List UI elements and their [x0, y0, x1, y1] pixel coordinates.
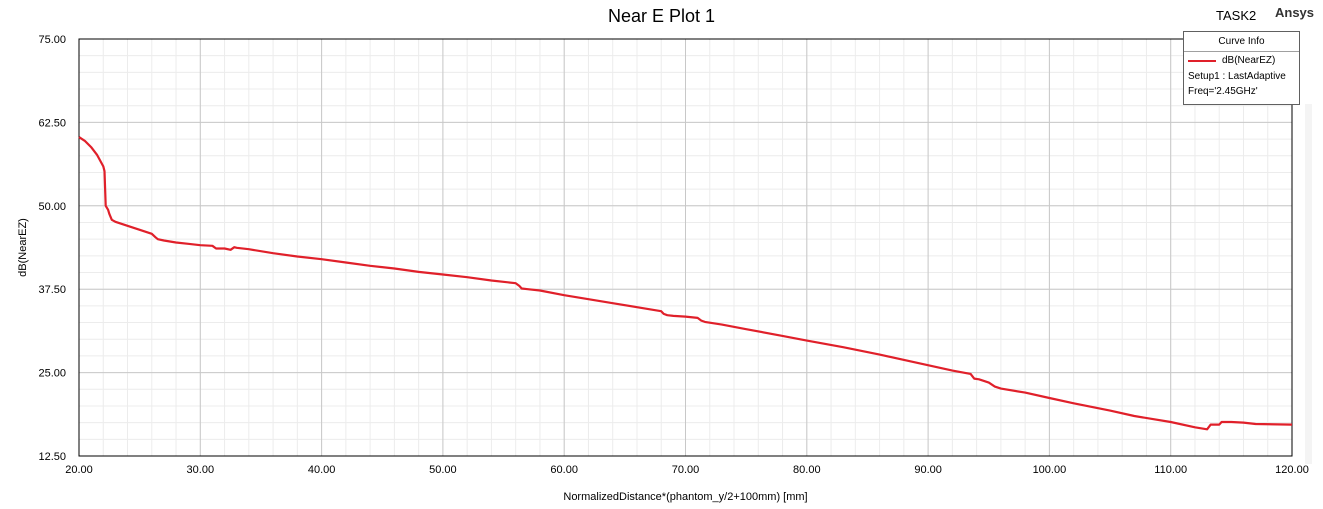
legend-swatch	[1188, 60, 1216, 62]
project-name: TASK2	[1216, 8, 1257, 23]
y-tick-label: 75.00	[38, 34, 66, 46]
y-tick-label: 37.50	[38, 284, 66, 296]
y-axis-ticks: 12.50 25.00 37.50 50.00 62.50 75.00	[38, 34, 66, 463]
legend[interactable]: Curve Info dB(NearEZ) Setup1 : LastAdapt…	[1183, 31, 1300, 105]
x-tick-label: 80.00	[793, 464, 821, 476]
legend-title: Curve Info	[1184, 32, 1299, 52]
x-tick-label: 40.00	[308, 464, 336, 476]
x-tick-label: 20.00	[65, 464, 93, 476]
x-tick-label: 90.00	[914, 464, 942, 476]
major-grid	[78, 38, 1293, 457]
x-tick-label: 120.00	[1275, 464, 1309, 476]
chart-title: Near E Plot 1	[607, 6, 716, 26]
x-tick-label: 50.00	[429, 464, 457, 476]
y-tick-label: 25.00	[38, 368, 66, 380]
series-line-dB-NearEZ[interactable]	[78, 136, 1293, 431]
series-layer	[78, 136, 1293, 431]
legend-series-name: dB(NearEZ)	[1222, 55, 1276, 66]
legend-setup-text: Setup1 : LastAdaptive	[1188, 71, 1286, 82]
brand-logo-text: Ansys	[1275, 5, 1315, 20]
x-axis-ticks: 20.00 30.00 40.00 50.00 60.00 70.00 80.00 90.00…	[65, 464, 1309, 476]
legend-entry[interactable]: dB(NearEZ)	[1184, 52, 1299, 69]
y-axis-label: dB(NearEZ)	[17, 218, 29, 277]
x-axis-label: NormalizedDistance*(phantom_y/2+100mm) […	[563, 491, 807, 503]
x-tick-label: 30.00	[187, 464, 215, 476]
x-tick-label: 100.00	[1033, 464, 1067, 476]
plot-area-border	[78, 38, 1293, 457]
x-tick-label: 110.00	[1154, 464, 1187, 476]
side-scrollbar[interactable]	[1305, 104, 1312, 464]
y-tick-label: 62.50	[38, 117, 66, 129]
x-tick-label: 60.00	[550, 464, 578, 476]
x-tick-label: 70.00	[672, 464, 700, 476]
legend-freq-text: Freq='2.45GHz'	[1188, 86, 1258, 97]
y-tick-label: 12.50	[38, 451, 66, 463]
y-tick-label: 50.00	[38, 201, 66, 213]
